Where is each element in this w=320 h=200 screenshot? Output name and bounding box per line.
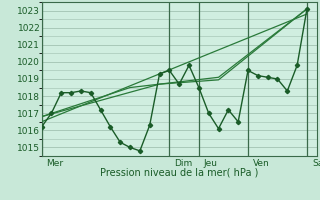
Text: Mer: Mer: [46, 159, 64, 168]
Text: Ven: Ven: [253, 159, 270, 168]
Text: Jeu: Jeu: [204, 159, 218, 168]
X-axis label: Pression niveau de la mer( hPa ): Pression niveau de la mer( hPa ): [100, 167, 258, 177]
Text: Sam: Sam: [312, 159, 320, 168]
Text: Dim: Dim: [174, 159, 193, 168]
